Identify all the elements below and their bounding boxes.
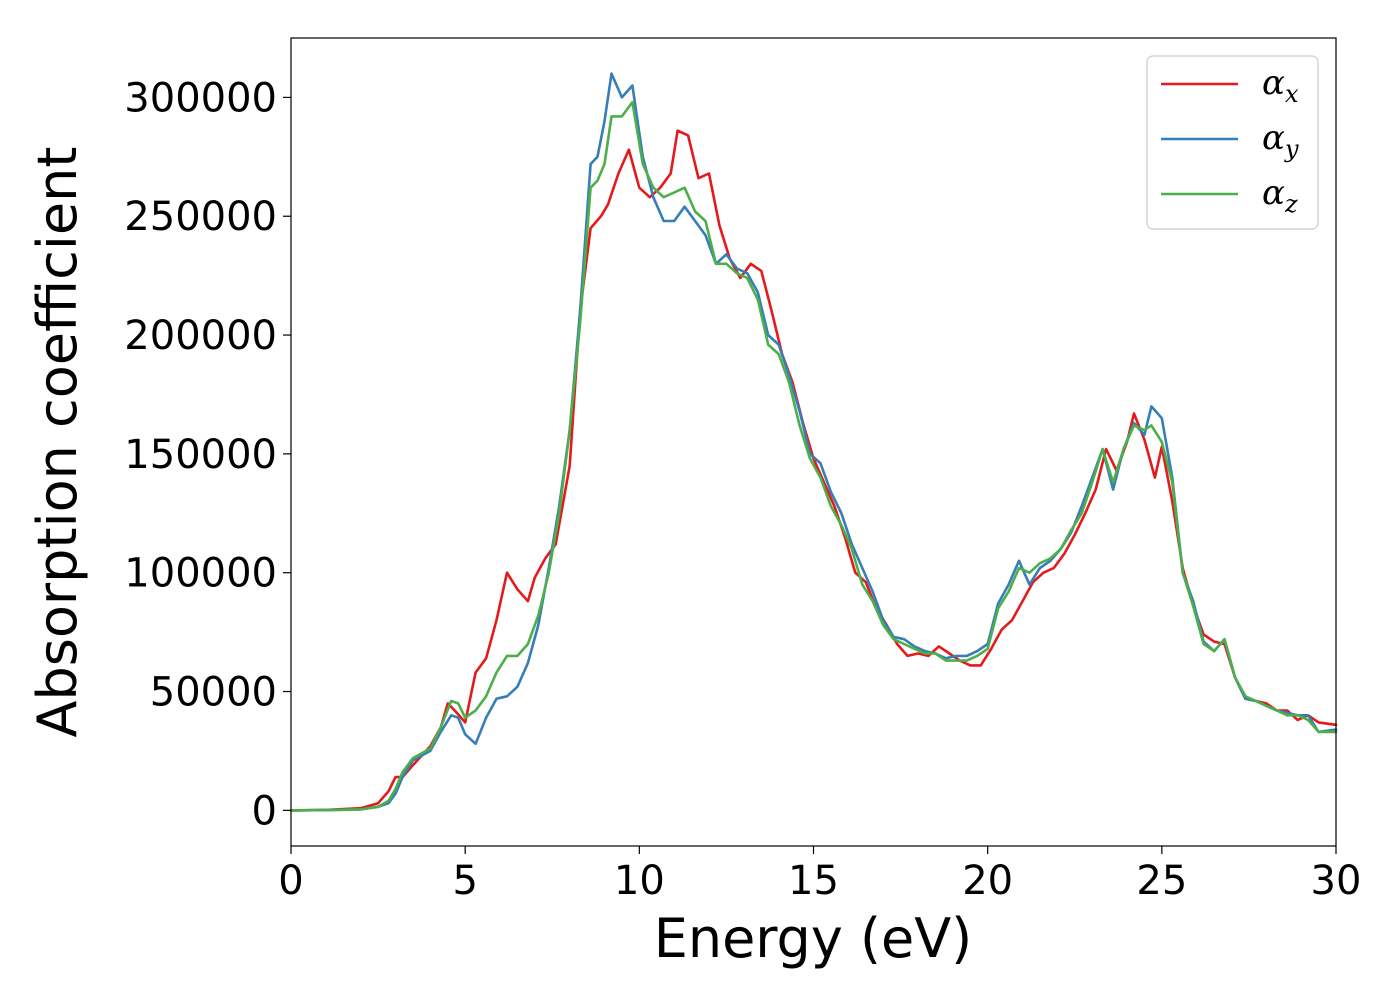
x-axis-label: Energy (eV) <box>654 907 973 970</box>
x-tick-label: 0 <box>278 858 303 904</box>
legend-label-x: αx <box>1262 63 1299 108</box>
x-axis: 0 5 10 15 20 25 30 <box>278 846 1361 904</box>
x-tick-label: 15 <box>788 858 839 904</box>
legend-box <box>1146 55 1319 230</box>
legend-label-y: αy <box>1262 118 1299 163</box>
series-layer <box>289 72 1338 812</box>
y-tick-label: 100000 <box>124 551 277 597</box>
y-tick-label: 150000 <box>124 432 277 478</box>
legend: αx αy αz <box>1146 55 1319 230</box>
x-tick-label: 20 <box>962 858 1013 904</box>
y-axis: 0 50000 100000 150000 200000 250000 300000 <box>124 75 291 834</box>
legend-label-z: αz <box>1262 173 1298 218</box>
y-tick-label: 200000 <box>124 313 277 359</box>
x-tick-label: 25 <box>1136 858 1187 904</box>
series-line-y <box>289 72 1338 812</box>
series-line-z <box>289 100 1338 812</box>
y-tick-label: 300000 <box>124 75 277 121</box>
y-tick-label: 50000 <box>150 670 277 716</box>
x-tick-label: 30 <box>1311 858 1362 904</box>
x-tick-label: 5 <box>452 858 477 904</box>
x-tick-label: 10 <box>614 858 665 904</box>
y-tick-label: 250000 <box>124 194 277 240</box>
y-axis-label: Absorption coefficient <box>26 147 89 738</box>
y-tick-label: 0 <box>252 788 277 834</box>
